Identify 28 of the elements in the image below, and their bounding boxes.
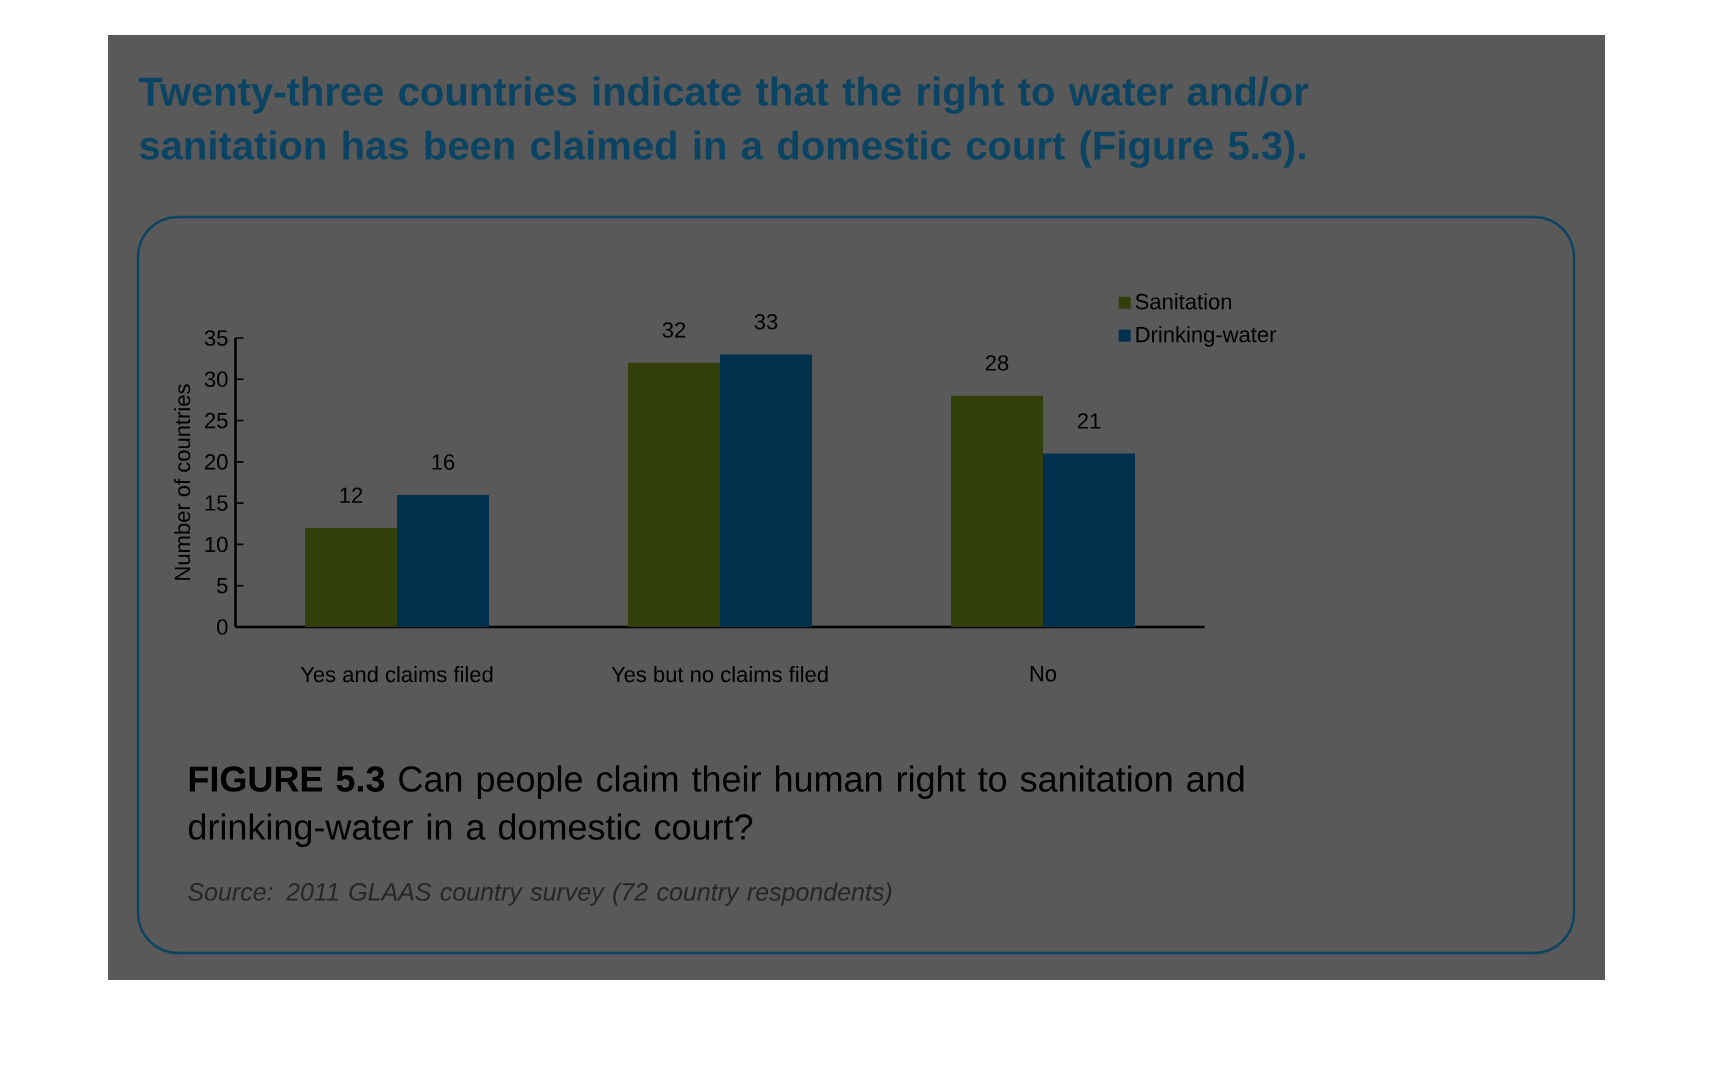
legend-label: Drinking-water [1136,326,1277,347]
legend-label: Sanitation [1135,293,1232,310]
data-label: 21 [1077,413,1101,429]
data-label: 12 [340,487,363,503]
x-tick-label: No [1030,666,1057,682]
bar [1043,453,1136,627]
y-tick-label: 30 [204,371,228,388]
y-tick-label: 10 [205,536,228,553]
bar [720,354,813,627]
data-label: 32 [662,322,686,338]
y-tick-label: 25 [205,412,228,429]
data-label: 28 [985,355,1009,371]
x-tick-label: Yes but no claims filed [611,666,828,683]
text: FIGURE 5.3 Can people claim their human right to sanitation and drinking-water in a domestic court? [188,765,1244,847]
y-tick-label: 35 [204,330,228,346]
y-tick-label: 20 [205,454,228,470]
chart-title: Twenty-three countries indicate that the right to water and/or sanitation has been claimed in a domestic court (Figure 5.3). [138,76,1309,168]
y-tick-label: 0 [217,619,228,635]
y-axis-title: Number of countries [174,384,191,580]
bar [397,494,490,627]
data-label: 16 [432,454,455,470]
bar [628,362,721,627]
x-tick-label: Yes and claims filed [300,666,493,683]
bar [305,527,398,627]
y-tick-label: 15 [205,495,228,511]
data-label: 33 [754,313,778,330]
bar [951,395,1044,627]
y-tick-label: 5 [217,578,228,594]
